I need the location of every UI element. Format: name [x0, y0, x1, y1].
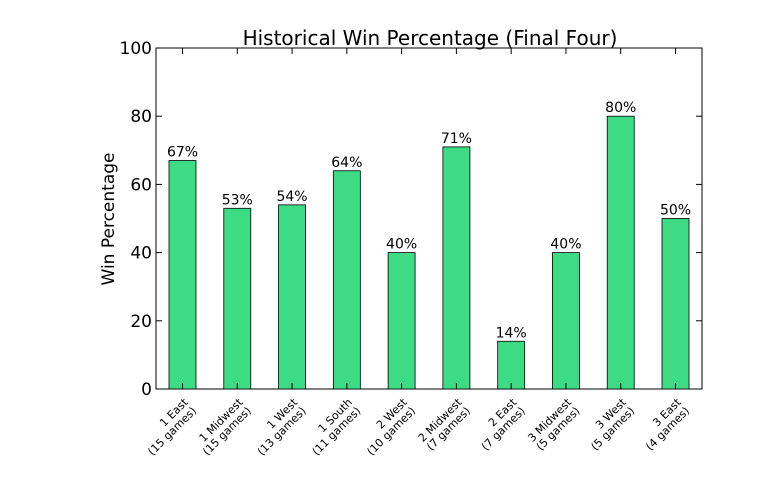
y-tick-label: 20 — [130, 312, 152, 332]
data-label: 64% — [331, 155, 362, 171]
x-tick-label: 2 East(7 games) — [479, 395, 528, 453]
data-label: 40% — [550, 237, 581, 253]
bar — [442, 146, 471, 390]
y-tick-label: 0 — [141, 380, 152, 400]
data-label: 71% — [441, 131, 472, 147]
data-label: 67% — [167, 145, 198, 161]
data-label: 50% — [660, 203, 691, 219]
x-tick-label: 3 Midwest(5 games) — [525, 395, 582, 453]
bar — [332, 170, 361, 390]
y-tick-label: 80 — [130, 107, 152, 127]
chart-title: Historical Win Percentage (Final Four) — [243, 26, 618, 50]
x-tick-label: 3 West(5 games) — [589, 395, 638, 453]
data-label: 54% — [276, 189, 307, 205]
bar — [387, 252, 416, 390]
x-tick-label: 2 West(10 games) — [364, 395, 418, 458]
plot-area-frame — [155, 47, 703, 390]
data-label: 14% — [496, 325, 527, 341]
x-tick-label: 1 West(13 games) — [255, 395, 309, 458]
bar — [223, 207, 252, 390]
data-label: 53% — [222, 192, 253, 208]
y-axis-label: Win Percentage — [99, 153, 119, 286]
y-tick-label: 40 — [130, 244, 152, 264]
x-tick-label: 1 East(15 games) — [145, 395, 199, 458]
bar — [278, 204, 306, 390]
y-tick-label: 60 — [130, 175, 152, 195]
bar — [661, 218, 690, 390]
x-tick-label: 2 Midwest(7 games) — [416, 395, 473, 453]
x-tick-label: 1 Midwest(15 games) — [197, 395, 254, 458]
bar — [168, 160, 197, 390]
data-label: 40% — [386, 237, 417, 253]
data-label: 80% — [605, 100, 636, 116]
y-tick-label: 100 — [120, 39, 152, 59]
x-tick-label: 3 East(4 games) — [643, 395, 692, 453]
bar — [552, 252, 580, 390]
x-tick-label: 1 South(11 games) — [310, 396, 364, 458]
bar — [606, 115, 635, 390]
bar — [497, 340, 526, 390]
